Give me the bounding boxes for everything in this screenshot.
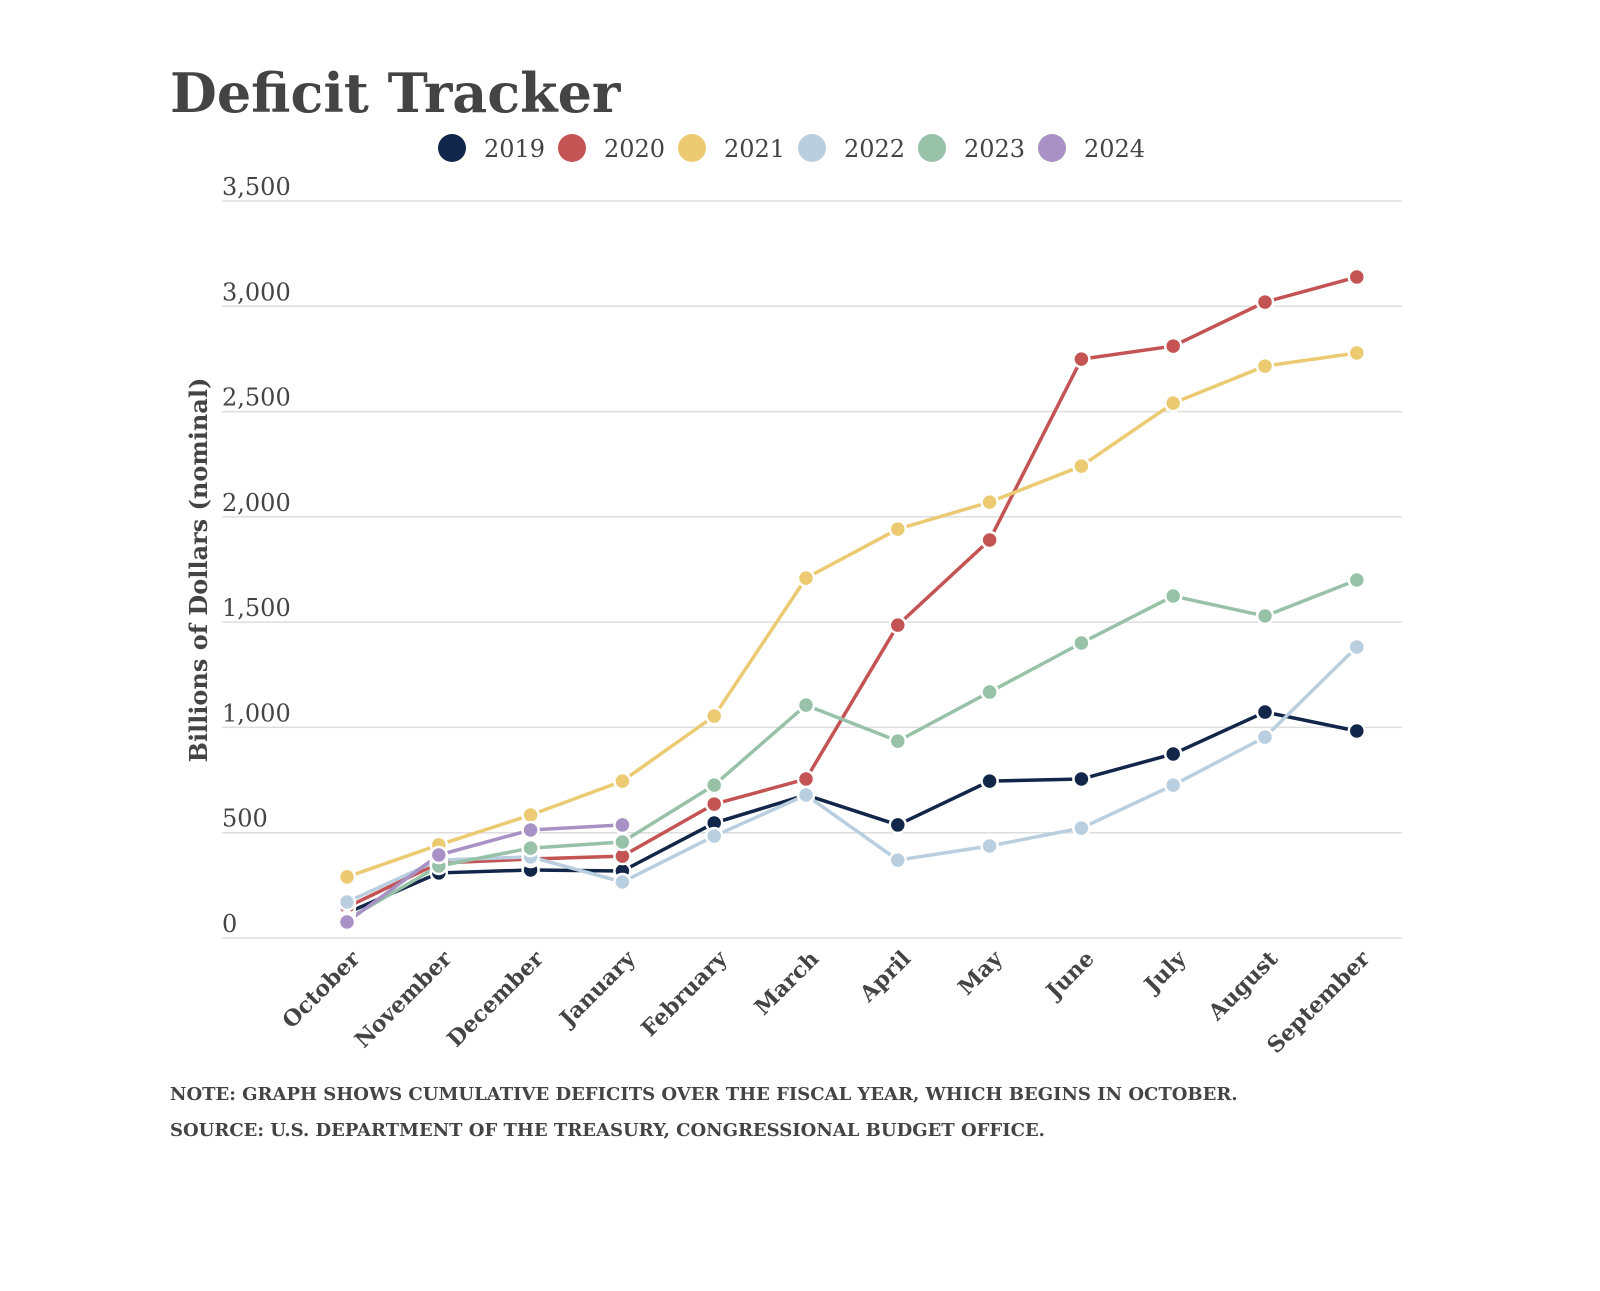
legend-label: 2020 [604, 135, 665, 163]
x-tick-label: June [1040, 946, 1100, 1006]
series-line [346, 578, 1358, 921]
data-point [704, 826, 724, 846]
data-point [1072, 633, 1091, 653]
y-tick-label: 1,500 [222, 594, 291, 622]
x-tick-label: May [953, 945, 1009, 1001]
data-point [1347, 267, 1367, 287]
legend-label: 2019 [484, 135, 545, 163]
data-point [613, 771, 632, 791]
data-point [980, 836, 999, 856]
data-point [888, 519, 908, 539]
data-point [704, 706, 724, 726]
source: SOURCE: U.S. DEPARTMENT OF THE TREASURY,… [170, 1120, 1045, 1141]
chart-title: Deficit Tracker [170, 61, 621, 125]
data-point [888, 731, 908, 751]
data-point [1072, 769, 1091, 789]
data-point [613, 872, 632, 892]
data-point [1072, 818, 1091, 838]
data-point [796, 769, 816, 789]
data-point [1163, 744, 1183, 764]
note: NOTE: GRAPH SHOWS CUMULATIVE DEFICITS OV… [170, 1084, 1238, 1105]
data-point [613, 815, 632, 835]
data-point [796, 695, 816, 715]
data-point [888, 815, 908, 835]
data-point [521, 838, 540, 858]
data-point [521, 820, 540, 840]
x-tick-label: January [553, 945, 641, 1033]
x-tick-label: October [277, 946, 365, 1034]
x-tick-label: December [442, 946, 549, 1053]
y-tick-label: 0 [222, 910, 237, 938]
data-point [980, 530, 999, 550]
data-point [337, 867, 357, 887]
data-point [337, 892, 357, 912]
data-point [1255, 702, 1275, 722]
data-point [1347, 343, 1367, 363]
data-point [521, 805, 540, 825]
data-point [980, 682, 999, 702]
x-tick-label: November [350, 946, 458, 1054]
y-tick-label: 2,500 [222, 384, 291, 412]
legend-label: 2023 [964, 135, 1025, 163]
data-point [1347, 637, 1367, 657]
series-line [346, 275, 1358, 909]
series-line [346, 645, 1359, 904]
x-tick-label: March [750, 946, 825, 1021]
data-point [1255, 606, 1275, 626]
y-axis-label: Billions of Dollars (nominal) [184, 378, 213, 763]
y-tick-label: 1,000 [222, 699, 291, 727]
legend-label: 2022 [844, 135, 905, 163]
legend-marker [558, 134, 586, 162]
data-point [980, 771, 999, 791]
data-point [1163, 393, 1183, 413]
legend-marker [798, 134, 826, 162]
series-line [346, 710, 1358, 915]
data-point [1255, 356, 1275, 376]
data-point [704, 775, 724, 795]
data-point [1072, 349, 1091, 369]
x-tick-label: April [854, 946, 916, 1008]
data-point [1163, 586, 1183, 606]
data-point [796, 568, 816, 588]
legend-label: 2021 [724, 135, 785, 163]
data-point [1347, 570, 1367, 590]
y-tick-label: 3,000 [222, 278, 291, 306]
data-point [980, 492, 999, 512]
data-point [429, 845, 449, 865]
y-tick-label: 500 [222, 805, 268, 833]
data-point [613, 832, 632, 852]
legend-marker [678, 134, 706, 162]
legend-label: 2024 [1084, 135, 1145, 163]
data-point [337, 912, 357, 932]
data-point [796, 785, 816, 805]
x-tick-label: August [1203, 945, 1284, 1026]
data-point [888, 850, 908, 870]
data-point [1163, 775, 1183, 795]
legend-marker [1038, 134, 1066, 162]
y-tick-label: 3,500 [222, 173, 291, 201]
series-line [345, 823, 623, 924]
data-point [1163, 336, 1183, 356]
series-line [346, 351, 1358, 879]
data-point [1255, 727, 1275, 747]
data-point [704, 794, 724, 814]
data-point [1347, 721, 1367, 741]
data-point [1255, 292, 1275, 312]
legend-marker [918, 134, 946, 162]
y-tick-label: 2,000 [222, 489, 291, 517]
data-point [888, 615, 908, 635]
x-tick-label: February [636, 945, 733, 1042]
data-point [1072, 456, 1091, 476]
x-tick-label: July [1138, 945, 1192, 999]
legend-marker [438, 134, 466, 162]
